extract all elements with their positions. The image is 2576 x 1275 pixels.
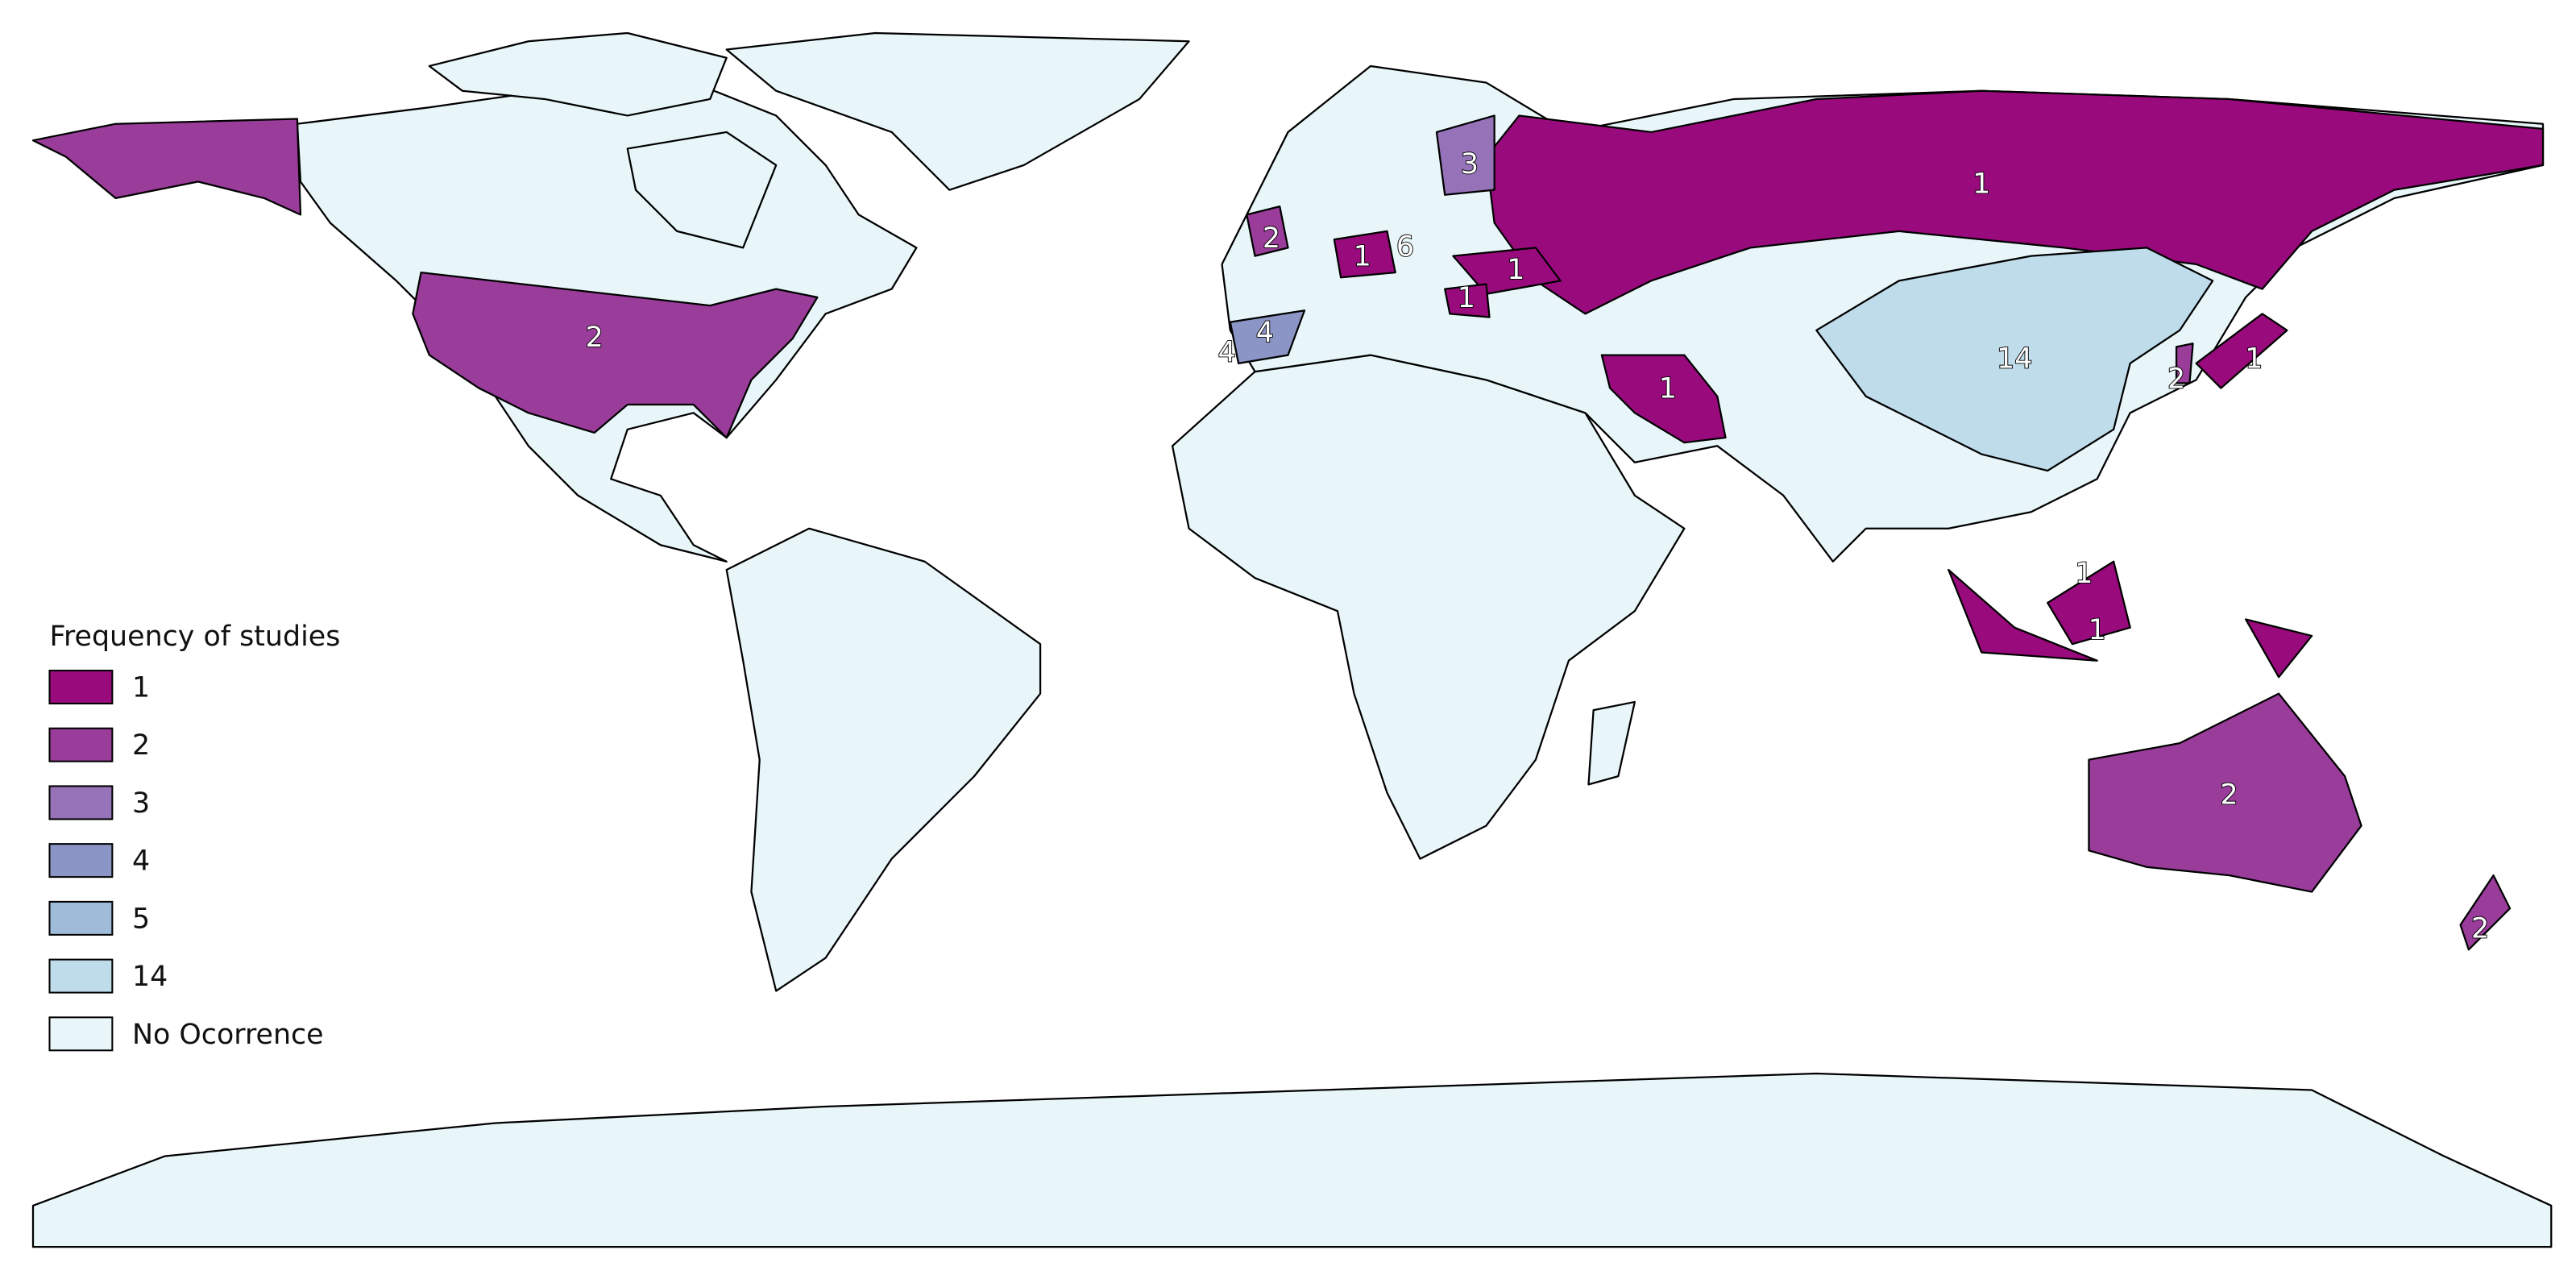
germany [1333, 230, 1396, 279]
map-label: 1 [1458, 282, 1475, 314]
map-label: 2 [2167, 363, 2185, 395]
japan [2195, 313, 2288, 389]
spain [1229, 309, 1306, 364]
alaska [31, 118, 302, 216]
arctic-islands [428, 31, 728, 117]
papua [2245, 618, 2313, 679]
legend-label: 5 [132, 903, 150, 935]
legend-swatch [48, 669, 114, 704]
antarctica [31, 1072, 2553, 1248]
legend: Frequency of studies 1 2 3 4 5 14 No Ocorrence [48, 621, 340, 1052]
new-zealand [2459, 874, 2512, 951]
madagascar [1587, 700, 1636, 786]
uk [1246, 206, 1289, 257]
baffin [626, 131, 778, 249]
map-label: 1 [2089, 614, 2106, 646]
south-america [725, 527, 1042, 992]
map-labels: 2 3 2 1 6 1 1 4 4 1 14 1 2 1 1 1 2 2 [585, 147, 2490, 946]
legend-label: 3 [132, 787, 150, 820]
land [31, 31, 2553, 1248]
legend-swatch [48, 727, 114, 762]
map-label: 3 [1461, 148, 1479, 181]
map-label: 1 [1972, 168, 1990, 201]
legend-label: 14 [132, 961, 168, 993]
finland [1435, 114, 1495, 196]
legend-swatch [48, 843, 114, 878]
map-label: 2 [2221, 779, 2238, 812]
legend-swatch [48, 958, 114, 994]
map-label: 4 [1256, 317, 1274, 349]
legend-label: 1 [132, 672, 150, 704]
map-label: 6 [1396, 230, 1414, 263]
australia [2088, 692, 2362, 893]
map-label: 1 [1354, 241, 1371, 273]
legend-swatch [48, 785, 114, 820]
legend-label: 2 [132, 729, 150, 762]
legend-label: No Ocorrence [132, 1019, 324, 1051]
sumatra-java [1948, 568, 2098, 662]
legend-label: 4 [132, 845, 150, 878]
map-label: 2 [1263, 222, 1280, 255]
map-label: 4 [1218, 337, 1236, 369]
iran [1600, 354, 1727, 444]
usa [412, 271, 819, 439]
map-label: 1 [1659, 373, 1677, 405]
map-label: 2 [2471, 913, 2489, 945]
borneo [2047, 560, 2131, 646]
legend-swatch [48, 900, 114, 936]
greenland [725, 31, 1190, 191]
romania [1444, 283, 1491, 318]
legend-title: Frequency of studies [49, 621, 340, 653]
legend-swatch [48, 1016, 114, 1052]
korea [2175, 343, 2194, 384]
map-label: 1 [2075, 558, 2093, 590]
map-label: 14 [1997, 343, 2032, 376]
china [1815, 247, 2214, 472]
map-label: 1 [2245, 343, 2263, 376]
russia [1485, 89, 2545, 315]
map-label: 2 [586, 322, 604, 354]
map-label: 1 [1507, 254, 1524, 286]
ukraine [1452, 247, 1562, 295]
